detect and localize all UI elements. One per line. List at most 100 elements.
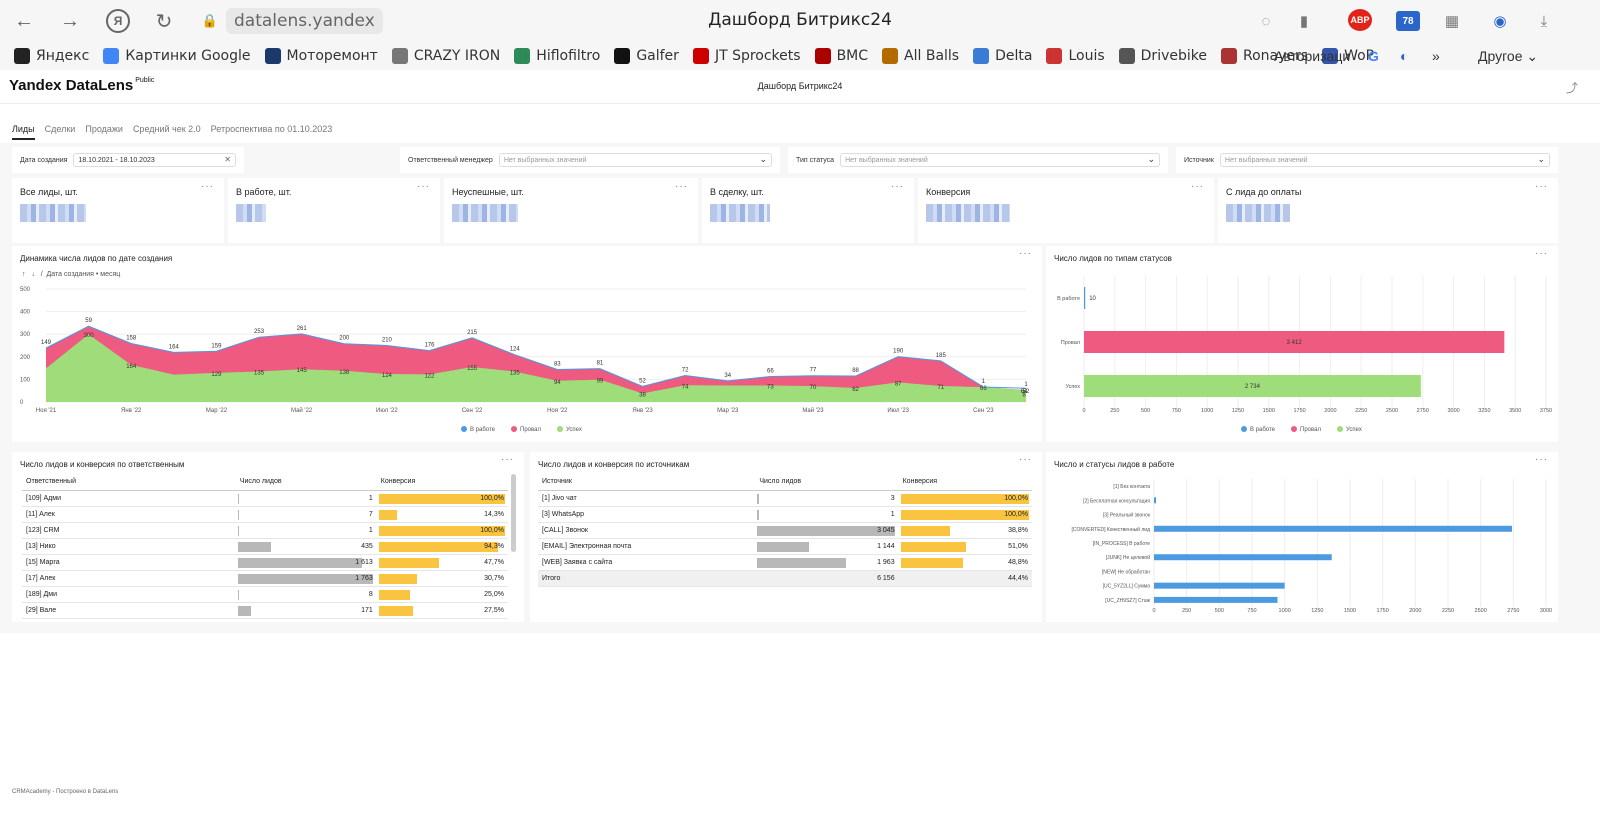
share-icon[interactable]: ⤴ <box>1566 81 1579 95</box>
collections-icon[interactable]: ▦ <box>1444 13 1460 30</box>
source-select[interactable]: Нет выбранных значений ⌄ <box>1219 153 1550 167</box>
bookmark-item[interactable]: Louis <box>1046 48 1105 64</box>
bookmark-item[interactable]: Моторемонт <box>264 48 378 64</box>
table-row[interactable]: [WEB] Заявка с сайта 1 963 48,8% <box>538 554 1032 571</box>
table-row[interactable]: [15] Марга 1 613 47,7% <box>22 554 508 571</box>
row-conversion: 47,7% <box>376 554 508 571</box>
table-row[interactable]: [EMAIL] Электронная почта 1 144 51,0% <box>538 538 1032 555</box>
menu-icon[interactable]: ··· <box>1019 454 1032 465</box>
comment-icon[interactable]: ◌ <box>1261 12 1271 30</box>
bookmark-auth[interactable]: Авторизаци <box>1274 48 1351 64</box>
drill-label[interactable]: Дата создания • месяц <box>46 271 121 278</box>
menu-icon[interactable]: ··· <box>501 454 514 465</box>
extension-icon[interactable]: ◉ <box>1493 13 1507 30</box>
column-header[interactable]: Число лидов <box>755 474 899 491</box>
menu-icon[interactable]: ··· <box>1019 248 1032 259</box>
column-header[interactable]: Конверсия <box>376 474 508 491</box>
bookmark-item[interactable]: All Balls <box>882 48 959 64</box>
menu-icon[interactable]: ··· <box>1535 248 1548 259</box>
data-label: 99 <box>597 379 604 385</box>
table-row[interactable]: [CALL] Звонок 3 045 38,8% <box>538 522 1032 539</box>
bookmark-favicon-icon <box>973 48 990 64</box>
adblock-icon[interactable]: ABP <box>1348 9 1372 31</box>
reload-icon[interactable]: ↻ <box>155 10 173 33</box>
table-row[interactable]: [3] WhatsApp 1 100,0% <box>538 506 1032 523</box>
bookmark-item[interactable]: Картинки Google <box>103 48 251 64</box>
menu-icon[interactable]: ··· <box>417 181 430 192</box>
data-label: 124 <box>510 347 521 353</box>
menu-icon[interactable]: ··· <box>1191 181 1204 192</box>
table-row[interactable]: [17] Алек 1 763 30,7% <box>22 570 508 587</box>
count-value: 1 613 <box>355 558 373 566</box>
x-tick-label: 2250 <box>1355 408 1367 414</box>
bookmark-item[interactable]: Drivebike <box>1118 48 1207 64</box>
table-row[interactable]: [189] Дми 8 25,0% <box>22 586 508 603</box>
status-type-select[interactable]: Нет выбранных значений ⌄ <box>840 153 1160 167</box>
conversion-value: 38,8% <box>1008 526 1028 534</box>
table-row[interactable]: [1] Jivo чат 3 100,0% <box>538 490 1032 507</box>
sort-down-icon[interactable]: ↓ <box>31 271 35 278</box>
data-label: 122 <box>424 373 435 379</box>
menu-icon[interactable]: ··· <box>1535 454 1548 465</box>
yandex-icon[interactable]: Я <box>106 9 130 33</box>
x-tick-label: 3000 <box>1540 608 1552 614</box>
profile-icon[interactable]: ◐ <box>1400 48 1409 64</box>
tab-sales[interactable]: Продажи <box>85 124 123 134</box>
table-row[interactable]: [29] Вале 171 27,5% <box>22 602 508 619</box>
menu-icon[interactable]: ··· <box>675 181 688 192</box>
other-bookmarks-label: Другое <box>1478 48 1523 64</box>
clear-icon[interactable]: ✕ <box>224 155 231 164</box>
bookmark-item[interactable]: Galfer <box>614 48 679 64</box>
manager-select[interactable]: Нет выбранных значений ⌄ <box>498 153 772 167</box>
row-count: 3 045 <box>755 522 899 539</box>
column-header[interactable]: Источник <box>538 474 756 491</box>
more-bookmarks-icon[interactable]: » <box>1432 48 1440 64</box>
other-bookmarks[interactable]: Другое ⌄ <box>1478 47 1539 65</box>
url-text[interactable]: datalens.yandex <box>226 8 383 34</box>
back-icon[interactable]: ← <box>14 9 34 32</box>
kpi-value-redacted <box>710 204 770 222</box>
data-label: 253 <box>254 329 265 335</box>
table-row[interactable]: [13] Нико 435 94,3% <box>22 538 508 555</box>
table-row[interactable]: [109] Адми 1 100,0% <box>22 490 508 507</box>
column-header[interactable]: Ответственный <box>22 474 236 491</box>
bar-value-label: 2 734 <box>1245 384 1261 390</box>
bookmark-item[interactable]: CRAZY IRON <box>391 48 500 64</box>
menu-icon[interactable]: ··· <box>201 181 214 192</box>
translate-icon[interactable]: G <box>1368 48 1379 64</box>
bookmark-icon[interactable]: ▮ <box>1299 13 1309 30</box>
row-conversion: 100,0% <box>376 522 508 539</box>
sort-up-icon[interactable]: ↑ <box>22 271 26 278</box>
datalens-logo[interactable]: Yandex DataLens Public <box>9 77 154 94</box>
bookmark-item[interactable]: WoP <box>1322 48 1374 64</box>
address-bar[interactable]: 🔒 datalens.yandex <box>200 8 383 34</box>
bookmark-item[interactable]: Ronayers <box>1220 48 1308 64</box>
table-row[interactable]: [123] CRM 1 100,0% <box>22 522 508 539</box>
scrollbar[interactable] <box>511 474 516 552</box>
tab-leads[interactable]: Лиды <box>12 124 35 140</box>
table-row[interactable]: [11] Алек 7 14,3% <box>22 506 508 523</box>
tab-avg-check[interactable]: Средний чек 2.0 <box>132 124 201 134</box>
column-header[interactable]: Конверсия <box>898 474 1032 491</box>
bookmark-item[interactable]: Hiflofiltro <box>514 48 600 64</box>
forward-icon[interactable]: → <box>60 9 80 32</box>
tab-retrospective[interactable]: Ретроспектива по 01.10.2023 <box>210 124 333 134</box>
download-icon[interactable]: ⤓ <box>1540 12 1548 30</box>
tab-deals[interactable]: Сделки <box>44 124 76 134</box>
bookmark-item[interactable]: BMC <box>814 48 868 64</box>
bar-value-label: 10 <box>1089 296 1096 302</box>
data-label: 59 <box>85 318 92 324</box>
menu-icon[interactable]: ··· <box>1535 181 1548 192</box>
column-header[interactable]: Число лидов <box>235 474 377 491</box>
bookmark-favicon-icon <box>1322 48 1339 64</box>
conversion-bar <box>378 557 439 568</box>
manager-placeholder: Нет выбранных значений <box>503 156 587 164</box>
bookmark-item[interactable]: Яндекс <box>14 48 89 64</box>
bookmark-item[interactable]: Delta <box>973 48 1032 64</box>
calendar-icon[interactable]: 78 <box>1396 11 1420 31</box>
category-label: [NEW] Не обработан <box>1102 569 1150 575</box>
date-range-input[interactable]: 18.10.2021 - 18.10.2023 ✕ <box>73 153 236 167</box>
y-tick-label: 500 <box>20 287 31 293</box>
menu-icon[interactable]: ··· <box>891 181 904 192</box>
bookmark-item[interactable]: JT Sprockets <box>692 48 801 64</box>
